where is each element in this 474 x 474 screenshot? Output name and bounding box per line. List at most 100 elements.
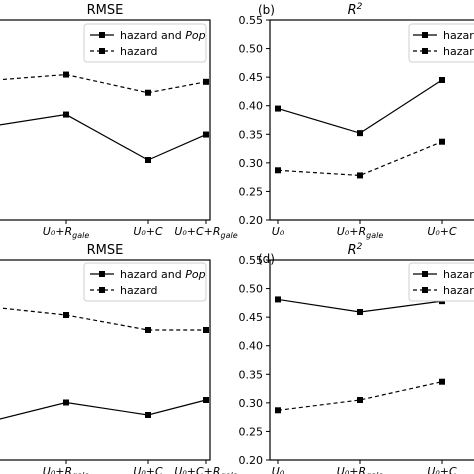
panel-c-legend-solid-marker (99, 271, 105, 277)
panel-c-legend-solid-label-italic: Pop (185, 268, 205, 281)
panel-d-xtick-label: U₀+Rgale (337, 465, 384, 474)
panel-b-point (275, 105, 281, 112)
panel-d-ytick-label: 0.35 (239, 368, 264, 381)
panel-c-legend-solid-label-main: hazard and (120, 268, 185, 281)
panel-d-ytick-label: 0.45 (239, 311, 264, 324)
panel-b-ytick-label: 0.20 (239, 214, 264, 227)
panel-a-title: RMSE (87, 3, 124, 18)
panel-a-legend-solid-label-italic: Pop (185, 29, 205, 42)
panel-c-legend-box (83, 262, 207, 302)
panel-b-title-main: R (348, 3, 357, 18)
panel-a-point (145, 157, 151, 163)
panel-d-title-main: R (348, 243, 357, 258)
panel-a-legend-solid-marker (99, 32, 105, 38)
panel-b-xtick-label: U₀ (272, 225, 285, 238)
panel-d-series-hazard-line (277, 381, 443, 411)
panel-c-xtick-label: U₀+Rgale (43, 465, 90, 474)
panel-c-point (203, 397, 209, 403)
panel-b-ytick-label: 0.25 (239, 185, 264, 198)
panel-d-legend-dashed-label: hazard (443, 284, 474, 297)
panel-c-point (145, 412, 151, 418)
panel-c-series-hazard-line (0, 307, 206, 331)
panel-c-point (63, 399, 69, 406)
panel-c-series-hazard-and-pop-line (0, 399, 207, 420)
panel-d-title: R2 (348, 242, 363, 258)
panel-b-title-sup: 2 (357, 2, 363, 12)
panel-b-legend: hazard hazard (408, 23, 474, 63)
panel-c-point (203, 327, 209, 333)
panel-d-title-sup: 2 (357, 242, 363, 252)
panel-a-point (63, 111, 69, 118)
panel-a-xtick-label: U₀+C+Rgale (174, 225, 237, 240)
panel-d-label: (d) (258, 252, 275, 266)
panel-a-point (203, 131, 209, 138)
panel-c-xtick-label: U₀+C (133, 465, 163, 474)
panel-b-point (357, 172, 363, 179)
panel-b-ytick-label: 0.50 (239, 43, 264, 56)
panel-b-ytick-label: 0.45 (239, 71, 264, 84)
chart-marks: U₀+Rgale U₀+C U₀+C+Rgale0.200.250.300.350.… (0, 14, 457, 474)
panel-d-legend-solid-label: hazard (443, 268, 474, 281)
panel-d-legend-dashed-marker (422, 287, 428, 293)
panel-a-point (63, 71, 69, 78)
axes-frames (0, 19, 474, 461)
panel-b-point (357, 130, 363, 137)
panel-b-legend-solid-label: hazard (443, 29, 474, 42)
panel-b-legend-dashed-marker (422, 48, 428, 54)
panel-d-ytick-label: 0.55 (239, 254, 264, 267)
panel-d-ytick-label: 0.40 (239, 340, 264, 353)
panel-c-legend: hazard and Pop hazard (83, 262, 207, 302)
panel-b-point (439, 138, 445, 145)
panel-d-point (275, 407, 281, 414)
panel-a-legend-solid-label: hazard and Pop (120, 29, 206, 42)
panel-a-series-hazard-and-pop-line (0, 113, 207, 161)
panel-a-point (203, 78, 209, 85)
panel-a-xtick-label: U₀+Rgale (43, 225, 90, 240)
panel-a-point (145, 89, 151, 96)
panel-c-point (145, 327, 151, 333)
panel-c-point (63, 312, 69, 318)
panel-b-label: (b) (258, 3, 275, 17)
panel-d-ytick-label: 0.50 (239, 283, 264, 296)
panel-a-series-hazard-line (0, 73, 207, 94)
panel-b-series-hazard-line (277, 141, 443, 177)
panel-b-ytick-label: 0.30 (239, 157, 264, 170)
panel-b-ytick-label: 0.40 (239, 100, 264, 113)
panel-b-ytick-label: 0.55 (239, 14, 264, 27)
panel-d-xtick-label: U₀+C (427, 465, 457, 474)
panel-d-point (439, 378, 445, 385)
panel-a-legend-solid-label-main: hazard and (120, 29, 185, 42)
panel-a-xtick-label: U₀+C (133, 225, 163, 238)
panel-b-title: R2 (348, 2, 363, 18)
panel-a-legend-dashed-label: hazard (120, 45, 158, 58)
panel-b-legend-dashed-label: hazard (443, 45, 474, 58)
panel-b-frame (269, 19, 474, 221)
panel-a-legend-box (83, 23, 207, 63)
panel-d-point (275, 296, 281, 303)
panel-b-legend-solid-marker (422, 32, 428, 38)
panel-b-point (275, 167, 281, 174)
panel-d-legend: hazard hazard (408, 262, 474, 302)
panel-c-legend-solid-label: hazard and Pop (120, 268, 206, 281)
panel-c-legend-dashed-marker (99, 287, 105, 293)
panel-d-ytick-label: 0.20 (239, 454, 264, 467)
panel-a-legend: hazard and Pop hazard (83, 23, 207, 63)
panel-b-series-hazard-and-pop-line (277, 79, 443, 134)
panel-d-point (357, 397, 363, 403)
panel-a-frame (0, 19, 211, 221)
panel-b-xtick-label: U₀+C (427, 225, 457, 238)
panel-d-ytick-label: 0.25 (239, 425, 264, 438)
panel-c-title: RMSE (87, 243, 124, 258)
panel-d-ytick-label: 0.30 (239, 397, 264, 410)
panel-c-frame (0, 259, 211, 461)
panel-b-ytick-label: 0.35 (239, 128, 264, 141)
panel-a-legend-dashed-marker (99, 48, 105, 54)
panel-c-legend-dashed-label: hazard (120, 284, 158, 297)
panel-d-frame (269, 259, 474, 461)
panel-c-xtick-label: U₀+C+Rgale (174, 465, 237, 474)
panel-b-point (439, 77, 445, 83)
panel-d-point (357, 309, 363, 315)
panel-d-legend-solid-marker (422, 271, 428, 277)
panel-d-xtick-label: U₀ (272, 465, 285, 474)
